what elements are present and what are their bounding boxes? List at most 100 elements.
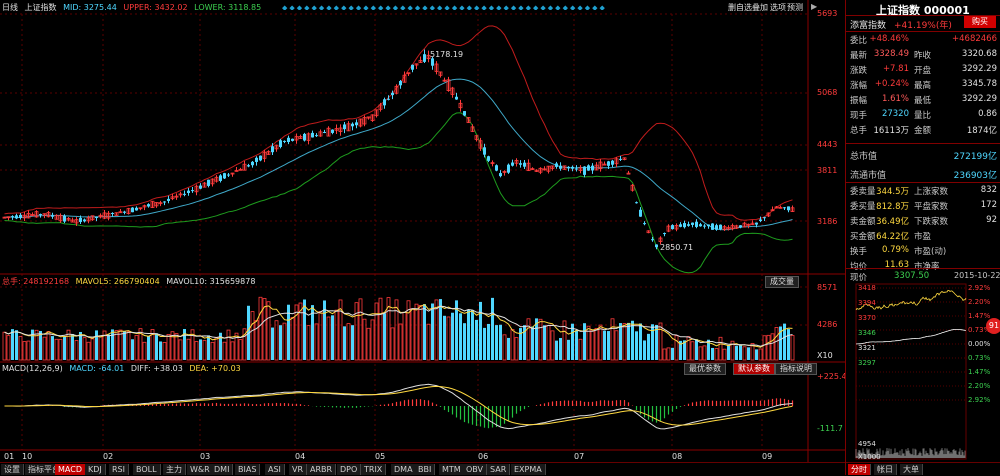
indicator-tab-rsi[interactable]: RSI [109,464,129,475]
quote-value: +0.24% [874,79,909,89]
indicator-tab-bias[interactable]: BIAS [235,464,261,475]
indicator-tab-asi[interactable]: ASI [265,464,285,475]
indicator-tab-macd[interactable]: MACD [55,464,86,475]
indicator-tab-mtm[interactable]: MTM [439,464,465,475]
candle-body [63,215,66,222]
volume-bar [742,346,747,361]
indicator-tab-arbr[interactable]: ARBR [307,464,337,475]
volume-bar [510,329,515,361]
indicator-tab-vr[interactable]: VR [289,464,308,475]
indicator-tab-bbi[interactable]: BBI [415,464,436,475]
indicator-tab-dmi[interactable]: DMI [211,464,234,475]
volume-bar [118,329,123,361]
volume-bar [727,345,730,360]
candle-body [730,225,735,230]
mini-pct-axis-label: 0.00% [968,340,991,348]
indicator-explain-button[interactable]: 指标说明 [775,363,817,375]
indicator-tab-trix[interactable]: TRIX [361,464,387,475]
candle-body [6,216,11,219]
notification-badge[interactable]: 91 [986,318,1000,334]
volume-bar [298,302,303,361]
forecast-button[interactable]: 预测 [787,3,803,12]
candle-body [478,140,483,149]
volume-bar [230,341,235,361]
candle-body [366,116,371,119]
candle-body [458,102,463,109]
candle-body [223,173,226,179]
options-button[interactable]: 选项 [770,3,786,12]
mini-date: 2015-10-22 [954,271,1000,280]
candle-body [355,122,358,126]
candle-body [338,127,343,132]
volume-bar [366,327,371,361]
volume-bar [459,313,462,360]
indicator-tab-dpo[interactable]: DPO [337,464,362,475]
candle-body [39,214,42,216]
candle-body [546,165,551,172]
candle-body [83,219,86,222]
mini-pct-axis-label: 1.47% [968,368,991,376]
mini-tab[interactable]: 分时 [848,464,871,475]
indicator-tab-[interactable]: 主力 [163,464,186,475]
quote-label: 换手 [850,247,868,257]
candle-body [562,165,567,170]
candle-body [587,165,590,171]
candle-body [502,171,507,173]
volume-bar [559,338,562,360]
candle-body [483,147,486,155]
mini-volume-axis-label: X1000 [858,453,881,461]
buy-button[interactable]: 购买 [964,16,996,28]
indicator-tab-kdj[interactable]: KDJ [85,464,106,475]
volume-bar [39,330,42,360]
collapse-icon[interactable]: ▶ [811,2,818,11]
volume-bar [423,304,426,360]
candle-body [687,224,690,226]
quote-value: 3292.29 [961,94,997,104]
volume-bar [787,329,790,360]
volume-bar [174,333,179,361]
volume-bar [6,335,11,361]
candle-body [306,133,311,141]
candle-body [170,196,175,200]
volume-bar [331,315,334,360]
mini-tab[interactable]: 大单 [900,464,923,475]
volume-bar [418,305,423,361]
volume-bar [303,299,306,360]
overlay-button[interactable]: 叠加 [752,3,768,12]
default-params-button[interactable]: 默认参数 [733,363,775,375]
delete-favorite-button[interactable]: 删自选 [728,3,752,12]
optimal-params-button[interactable]: 最优参数 [684,363,726,375]
volume-bar [254,320,259,361]
mini-tab[interactable]: 帐日 [874,464,897,475]
indicator-tab-dma[interactable]: DMA [391,464,417,475]
candle-body [266,151,271,155]
quote-label: 涨跌 [850,66,868,76]
float-mv-label: 流通市值 [850,171,887,181]
candle-body [142,205,147,208]
indicator-tab-boll[interactable]: BOLL [133,464,161,475]
indicator-tab-obv[interactable]: OBV [463,464,488,475]
candle-body [655,244,658,248]
volume-bar [155,333,158,360]
candle-body [703,225,706,227]
chart-canvas[interactable] [0,0,845,462]
kline-chart-area[interactable]: 日线 上证指数 MID: 3275.44 UPPER: 3432.02 LOWE… [0,0,847,476]
mini-price-axis-label: 3321 [858,344,876,352]
candle-body [123,211,126,213]
indicator-tab-[interactable]: 设置 [1,464,24,475]
candle-body [298,136,303,139]
indicator-tab-expma[interactable]: EXPMA [511,464,546,475]
date-label: 02 [103,452,114,461]
intraday-mini-chart[interactable] [846,280,1000,465]
indicator-tab-sar[interactable]: SAR [487,464,511,475]
volume-bar [722,348,727,361]
indicator-tab-wr[interactable]: W&R [187,464,214,475]
quote-label: 昨收 [914,51,932,61]
volume-bar [66,329,71,361]
volume-select-button[interactable]: 成交量 [765,276,799,288]
candle-body [174,195,179,198]
volume-bar [162,342,167,361]
candle-body [326,127,331,137]
candle-body [98,214,103,218]
candle-body [438,71,443,76]
